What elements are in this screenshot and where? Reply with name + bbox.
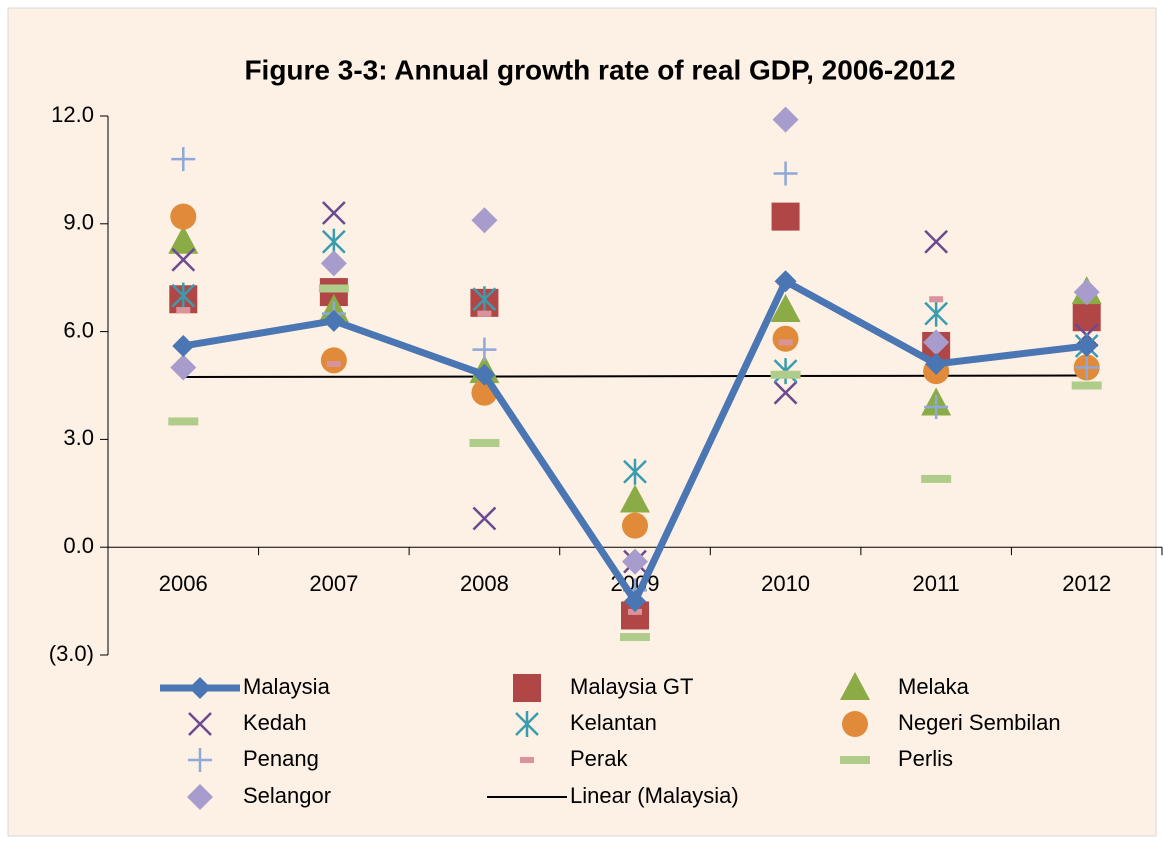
data-point (772, 106, 799, 133)
data-point (172, 334, 195, 357)
data-point (318, 284, 349, 293)
data-point (778, 339, 793, 346)
data-point (924, 395, 949, 420)
data-point (170, 203, 197, 230)
legend-label: Kelantan (570, 710, 657, 735)
legend-swatch (520, 757, 534, 763)
data-point (472, 286, 497, 313)
y-tick-label: 12.0 (51, 102, 94, 127)
x-tick-label: 2010 (761, 571, 810, 596)
data-point (771, 202, 800, 231)
data-point (472, 506, 497, 531)
data-point (326, 360, 341, 367)
data-point (1071, 381, 1102, 390)
legend-label: Melaka (898, 674, 970, 699)
data-point (622, 512, 648, 539)
data-point (320, 250, 347, 277)
legend-label: Linear (Malaysia) (570, 783, 739, 808)
chart-title: Figure 3-3: Annual growth rate of real G… (244, 54, 955, 85)
x-tick-label: 2008 (460, 571, 509, 596)
data-point (924, 300, 949, 327)
data-point (773, 380, 798, 405)
legend-swatch (188, 712, 212, 736)
data-point (620, 484, 650, 513)
y-tick-label: 6.0 (63, 317, 94, 342)
data-point (774, 270, 797, 293)
y-tick-label: 3.0 (63, 425, 94, 450)
legend-label: Selangor (243, 783, 331, 808)
legend-label: Perlis (898, 746, 953, 771)
x-tick-label: 2006 (159, 571, 208, 596)
legend-label: Perak (570, 746, 628, 771)
data-point (171, 147, 196, 172)
legend-label: Kedah (243, 710, 307, 735)
data-point (772, 325, 799, 352)
x-tick-label: 2011 (912, 571, 959, 596)
data-point (929, 296, 944, 303)
data-point (477, 310, 492, 317)
legend-swatch (189, 677, 211, 699)
data-point (171, 247, 196, 272)
data-point (773, 161, 798, 186)
data-point (321, 201, 346, 225)
data-point (770, 370, 801, 379)
data-point (1075, 334, 1098, 357)
y-tick-label: 9.0 (63, 210, 94, 235)
data-point (469, 438, 500, 447)
data-point (322, 309, 345, 332)
legend-label: Malaysia GT (570, 674, 693, 699)
data-point (925, 352, 948, 375)
legend-swatch (840, 672, 870, 700)
data-point (620, 633, 650, 642)
data-point (170, 354, 197, 381)
legend-label: Penang (243, 746, 319, 771)
legend-swatch (513, 674, 541, 702)
y-tick-label: (3.0) (49, 641, 94, 666)
data-point (1073, 279, 1100, 306)
x-tick-label: 2012 (1062, 571, 1111, 596)
legend-swatch (842, 711, 868, 737)
data-point (622, 548, 648, 575)
data-point (168, 417, 199, 426)
data-point (176, 307, 191, 314)
data-point (320, 347, 347, 374)
x-tick-label: 2007 (309, 571, 358, 596)
data-point (1074, 355, 1099, 380)
y-tick-label: 0.0 (63, 533, 94, 558)
legend-swatch (187, 784, 213, 810)
data-point (924, 229, 949, 254)
legend-swatch (515, 711, 539, 737)
legend-label: Malaysia (243, 674, 331, 699)
legend-swatch (840, 756, 870, 764)
data-point (921, 474, 952, 483)
data-point (471, 207, 498, 234)
data-point (770, 294, 801, 323)
data-point (168, 225, 199, 254)
data-point (624, 590, 646, 613)
legend-label: Negeri Sembilan (898, 710, 1061, 735)
data-point (623, 458, 647, 485)
data-point (473, 363, 496, 386)
data-point (171, 282, 196, 309)
data-point (472, 337, 497, 362)
data-point (923, 329, 950, 356)
legend-swatch (188, 748, 212, 772)
